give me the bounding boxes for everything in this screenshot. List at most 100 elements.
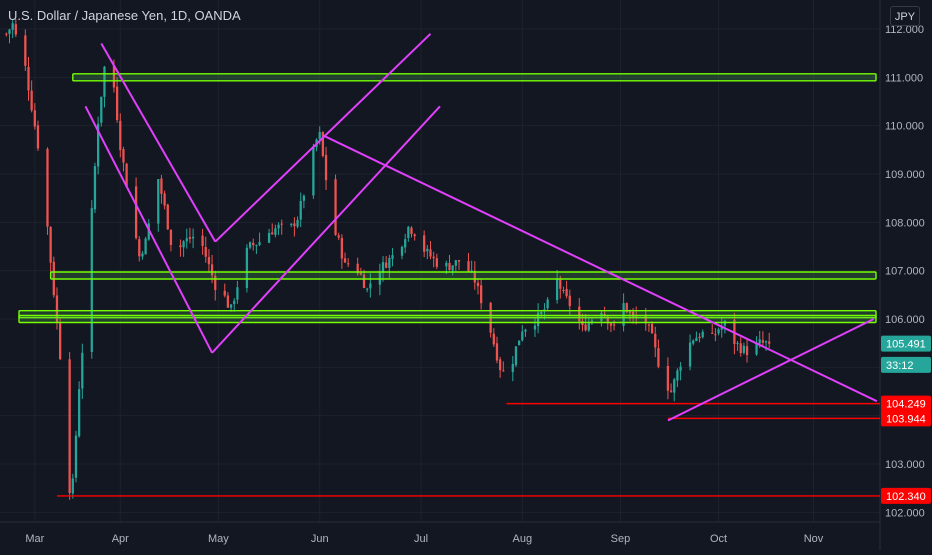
candle-body xyxy=(521,331,524,341)
candle-body xyxy=(391,255,394,259)
x-tick-label: May xyxy=(208,533,229,545)
candle-body xyxy=(495,343,499,361)
x-tick-label: Mar xyxy=(25,533,44,545)
candle-body xyxy=(739,343,742,354)
candle-body xyxy=(492,333,495,345)
chart-title: U.S. Dollar / Japanese Yen, 1D, OANDA xyxy=(8,8,241,23)
candle-body xyxy=(182,241,185,248)
candle-body xyxy=(36,125,40,149)
candle-body xyxy=(14,24,17,35)
candle-body xyxy=(533,325,537,330)
candle-body xyxy=(413,234,416,237)
candle-body xyxy=(204,247,207,257)
candle-body xyxy=(5,33,8,35)
candle-body xyxy=(480,285,483,304)
price-label-text: 102.340 xyxy=(886,491,926,503)
candle-body xyxy=(185,238,188,242)
candle-body xyxy=(555,278,559,301)
candle-body xyxy=(274,228,277,235)
candle-body xyxy=(631,311,635,317)
candle-body xyxy=(258,242,261,245)
candle-body xyxy=(650,324,654,334)
candle-body xyxy=(347,263,350,265)
candle-body xyxy=(473,270,476,283)
candle-body xyxy=(334,179,337,235)
candle-body xyxy=(755,343,758,355)
candle-body xyxy=(229,304,233,308)
candle-body xyxy=(214,275,217,290)
candle-body xyxy=(312,147,315,196)
candle-body xyxy=(654,333,657,348)
candle-body xyxy=(144,238,147,255)
candle-body xyxy=(562,289,565,291)
candle-body xyxy=(100,96,103,123)
candle-body xyxy=(768,341,771,344)
candle-body xyxy=(714,334,717,336)
candle-body xyxy=(226,295,230,308)
candle-body xyxy=(296,219,299,227)
x-tick-label: Apr xyxy=(112,533,129,545)
candle-body xyxy=(166,204,169,230)
support-zone xyxy=(72,73,877,82)
candle-body xyxy=(578,306,581,322)
y-tick-label: 112.000 xyxy=(885,24,924,36)
candle-body xyxy=(81,352,84,389)
candle-body xyxy=(423,235,426,252)
candle-body xyxy=(385,262,388,268)
candle-body xyxy=(188,237,192,239)
candle-body xyxy=(233,300,236,305)
candle-body xyxy=(359,273,363,275)
candle-body xyxy=(179,245,182,248)
candle-body xyxy=(271,232,274,235)
candle-body xyxy=(657,348,660,367)
candle-body xyxy=(210,264,214,276)
candle-body xyxy=(27,66,30,91)
candle-body xyxy=(318,131,321,139)
candle-body xyxy=(761,340,765,343)
candle-body xyxy=(33,110,36,127)
candle-body xyxy=(429,249,432,257)
candle-body xyxy=(255,245,258,247)
candle-body xyxy=(163,193,166,206)
candle-body xyxy=(451,265,454,271)
trendline xyxy=(667,318,875,422)
y-tick-label: 111.000 xyxy=(885,72,923,84)
price-label-box xyxy=(881,395,931,412)
candle-body xyxy=(369,283,372,289)
x-tick-label: Jul xyxy=(414,533,428,545)
candle-body xyxy=(388,258,391,269)
candle-body xyxy=(742,345,746,353)
candle-body xyxy=(432,256,435,259)
price-label-box xyxy=(881,335,931,352)
candle-body xyxy=(745,346,749,356)
x-tick-label: Aug xyxy=(513,533,533,545)
candle-body xyxy=(290,223,293,225)
candle-body xyxy=(362,274,366,289)
candle-body xyxy=(679,366,682,371)
y-tick-label: 107.000 xyxy=(885,266,925,278)
candle-body xyxy=(71,478,74,494)
candle-body xyxy=(736,342,739,344)
candle-body xyxy=(470,270,473,272)
x-tick-label: Nov xyxy=(804,533,824,545)
candle-body xyxy=(68,359,71,493)
candle-body xyxy=(302,195,306,201)
candle-body xyxy=(138,239,141,257)
currency-button[interactable]: JPY xyxy=(890,6,920,26)
candle-body xyxy=(404,239,407,248)
support-zone xyxy=(49,271,877,280)
candle-body xyxy=(499,359,502,371)
trendline xyxy=(211,105,441,354)
candle-body xyxy=(236,287,239,300)
x-tick-label: Sep xyxy=(611,533,631,545)
candle-body xyxy=(701,331,704,338)
candle-body xyxy=(546,299,549,309)
candle-body xyxy=(340,237,344,259)
candle-body xyxy=(622,303,625,326)
candle-body xyxy=(568,295,571,307)
candle-body xyxy=(59,323,62,360)
y-tick-label: 103.000 xyxy=(885,459,925,471)
